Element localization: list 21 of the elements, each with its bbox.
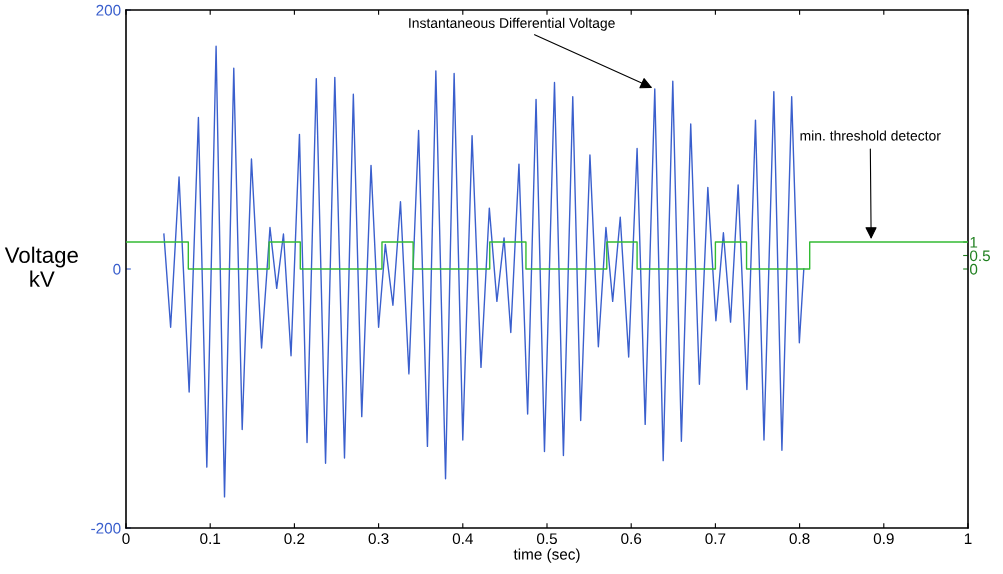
- x-tick-label: 0.9: [873, 533, 894, 545]
- y2-tick-label: 0.5: [969, 250, 990, 262]
- y-tick-label: -200: [91, 522, 121, 534]
- x-tick-label: 1: [964, 533, 972, 544]
- x-tick-label: 0.7: [705, 533, 726, 545]
- x-tick-label: 0.8: [789, 533, 810, 545]
- x-tick-label: 0.5: [536, 533, 557, 545]
- x-tick-label: 0.2: [284, 533, 305, 545]
- x-tick-label: 0.6: [621, 533, 642, 545]
- y-tick-label: 0: [113, 263, 121, 275]
- annotation: min. threshold detector: [800, 130, 941, 141]
- x-tick-label: 0: [122, 533, 130, 545]
- x-tick-label: 0.1: [200, 533, 221, 545]
- x-tick-label: 0.4: [452, 533, 473, 545]
- x-axis-title: time (sec): [513, 548, 580, 563]
- y-axis-title: Voltage kV: [4, 246, 78, 287]
- x-tick-label: 0.3: [368, 533, 389, 545]
- y2-tick-label: 0: [969, 263, 978, 275]
- y-tick-label: 200: [96, 4, 121, 16]
- annotation: Instantaneous Differential Voltage: [409, 17, 615, 31]
- y2-tick-label: 1: [970, 237, 978, 248]
